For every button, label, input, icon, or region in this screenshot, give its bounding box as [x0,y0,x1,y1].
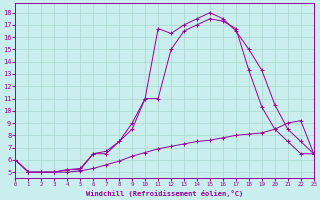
X-axis label: Windchill (Refroidissement éolien,°C): Windchill (Refroidissement éolien,°C) [86,190,243,197]
